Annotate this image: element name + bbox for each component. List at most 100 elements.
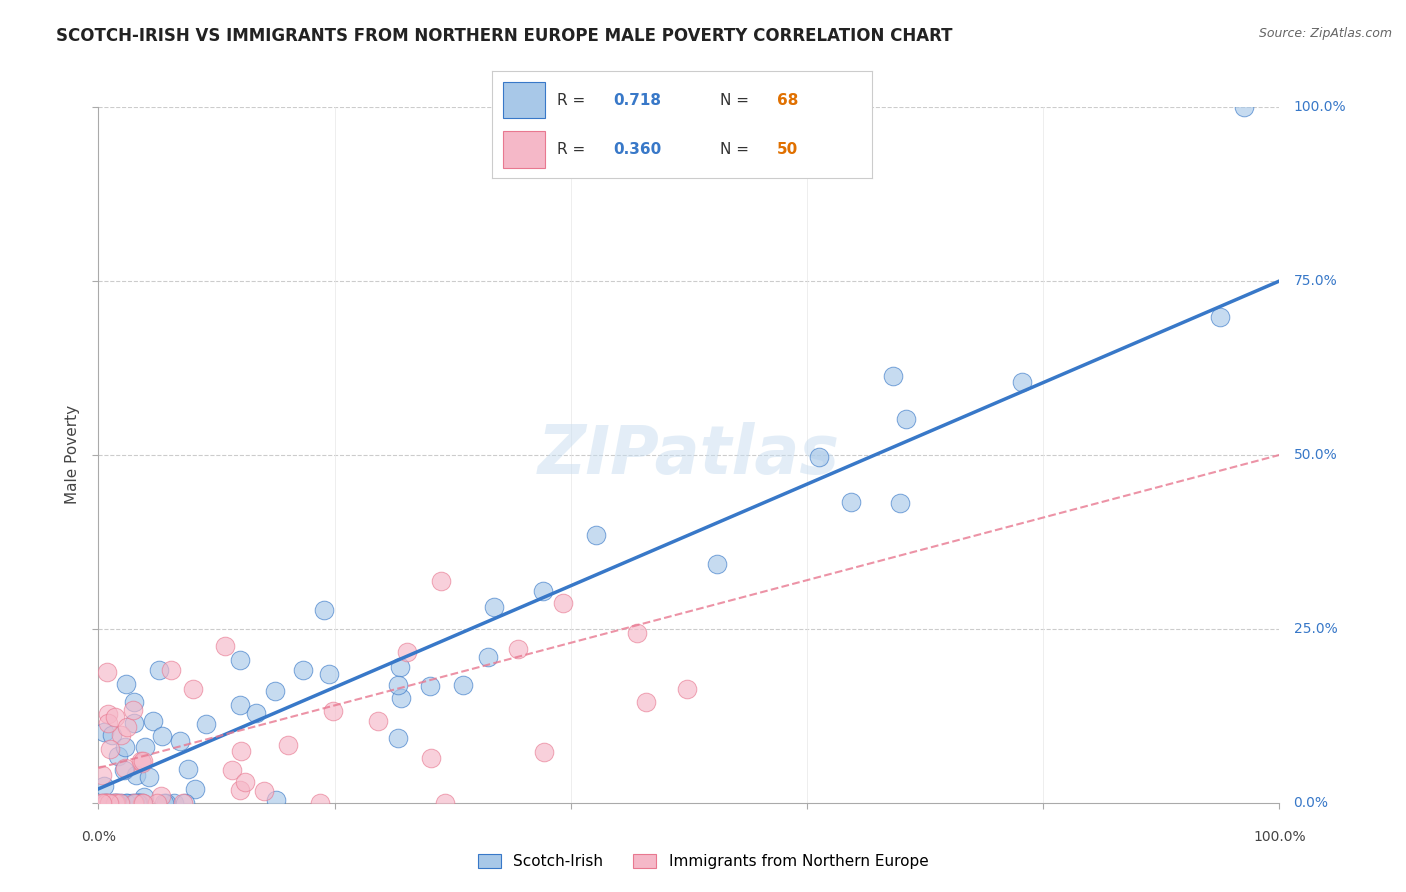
Point: [132, 796, 155, 810]
Point: [97, 707, 120, 722]
Text: 0.718: 0.718: [613, 93, 662, 108]
Text: 50: 50: [778, 142, 799, 157]
Point: [104, 710, 127, 724]
Point: [451, 678, 474, 692]
Point: [229, 698, 252, 713]
Point: [114, 761, 136, 775]
Text: 100.0%: 100.0%: [1253, 830, 1306, 844]
Point: [169, 734, 191, 748]
Point: [91, 796, 114, 810]
Point: [104, 796, 127, 810]
Text: N =: N =: [720, 142, 749, 157]
Point: [318, 667, 340, 681]
Point: [96, 665, 118, 679]
Point: [150, 729, 173, 743]
Point: [115, 720, 138, 734]
Point: [889, 496, 911, 510]
Point: [163, 796, 186, 810]
Point: [1233, 100, 1256, 114]
Point: [839, 495, 862, 509]
Text: 0.0%: 0.0%: [82, 830, 115, 844]
Text: 68: 68: [778, 93, 799, 108]
Point: [97, 796, 120, 810]
Bar: [503, 131, 546, 168]
Point: [105, 796, 128, 810]
Point: [221, 764, 243, 778]
Point: [96, 796, 118, 810]
Point: [138, 770, 160, 784]
Point: [131, 756, 153, 770]
Point: [96, 796, 118, 810]
Point: [477, 649, 499, 664]
Point: [107, 796, 129, 810]
Point: [173, 796, 195, 810]
Text: 75.0%: 75.0%: [1294, 274, 1337, 288]
Point: [142, 714, 165, 728]
Point: [214, 639, 236, 653]
Point: [108, 796, 131, 810]
Point: [264, 793, 287, 807]
Point: [132, 789, 155, 804]
Point: [391, 690, 413, 705]
Point: [177, 762, 200, 776]
Point: [110, 796, 132, 810]
Text: R =: R =: [557, 142, 585, 157]
Point: [148, 663, 170, 677]
Point: [894, 412, 917, 426]
Point: [235, 775, 257, 789]
Point: [91, 768, 114, 782]
Point: [322, 704, 344, 718]
Point: [387, 678, 409, 692]
Point: [93, 779, 115, 793]
Text: SCOTCH-IRISH VS IMMIGRANTS FROM NORTHERN EUROPE MALE POVERTY CORRELATION CHART: SCOTCH-IRISH VS IMMIGRANTS FROM NORTHERN…: [56, 27, 953, 45]
Point: [131, 796, 153, 810]
Point: [122, 715, 145, 730]
Legend: Scotch-Irish, Immigrants from Northern Europe: Scotch-Irish, Immigrants from Northern E…: [471, 848, 935, 875]
Point: [103, 796, 125, 810]
Point: [1011, 376, 1033, 390]
Point: [245, 706, 267, 721]
Point: [91, 796, 114, 810]
Point: [676, 681, 699, 696]
Point: [98, 741, 121, 756]
Point: [114, 796, 136, 810]
Point: [115, 677, 138, 691]
Point: [110, 728, 132, 742]
Point: [107, 749, 129, 764]
Point: [508, 641, 530, 656]
Text: N =: N =: [720, 93, 749, 108]
Text: R =: R =: [557, 93, 585, 108]
Point: [134, 739, 156, 754]
Point: [114, 739, 136, 754]
Point: [420, 751, 443, 765]
Point: [484, 599, 506, 614]
Point: [127, 796, 149, 810]
Point: [128, 796, 150, 810]
Point: [807, 450, 830, 465]
Point: [264, 683, 287, 698]
Text: ZIPatlas: ZIPatlas: [538, 422, 839, 488]
Point: [122, 695, 145, 709]
Y-axis label: Male Poverty: Male Poverty: [65, 405, 80, 505]
Point: [93, 725, 115, 739]
Point: [553, 596, 575, 610]
Point: [155, 796, 177, 810]
Point: [194, 717, 217, 731]
Point: [253, 784, 276, 798]
Text: 100.0%: 100.0%: [1294, 100, 1346, 114]
Point: [291, 664, 314, 678]
Point: [277, 738, 299, 752]
Point: [429, 574, 451, 589]
Text: 25.0%: 25.0%: [1294, 622, 1337, 636]
Point: [131, 796, 153, 810]
Text: 0.360: 0.360: [613, 142, 662, 157]
Point: [131, 754, 153, 768]
Point: [112, 764, 135, 778]
Point: [121, 796, 143, 810]
Point: [101, 796, 124, 810]
Point: [104, 796, 127, 810]
Point: [1209, 310, 1232, 324]
Point: [94, 796, 117, 810]
Point: [183, 781, 205, 796]
Point: [96, 796, 118, 810]
